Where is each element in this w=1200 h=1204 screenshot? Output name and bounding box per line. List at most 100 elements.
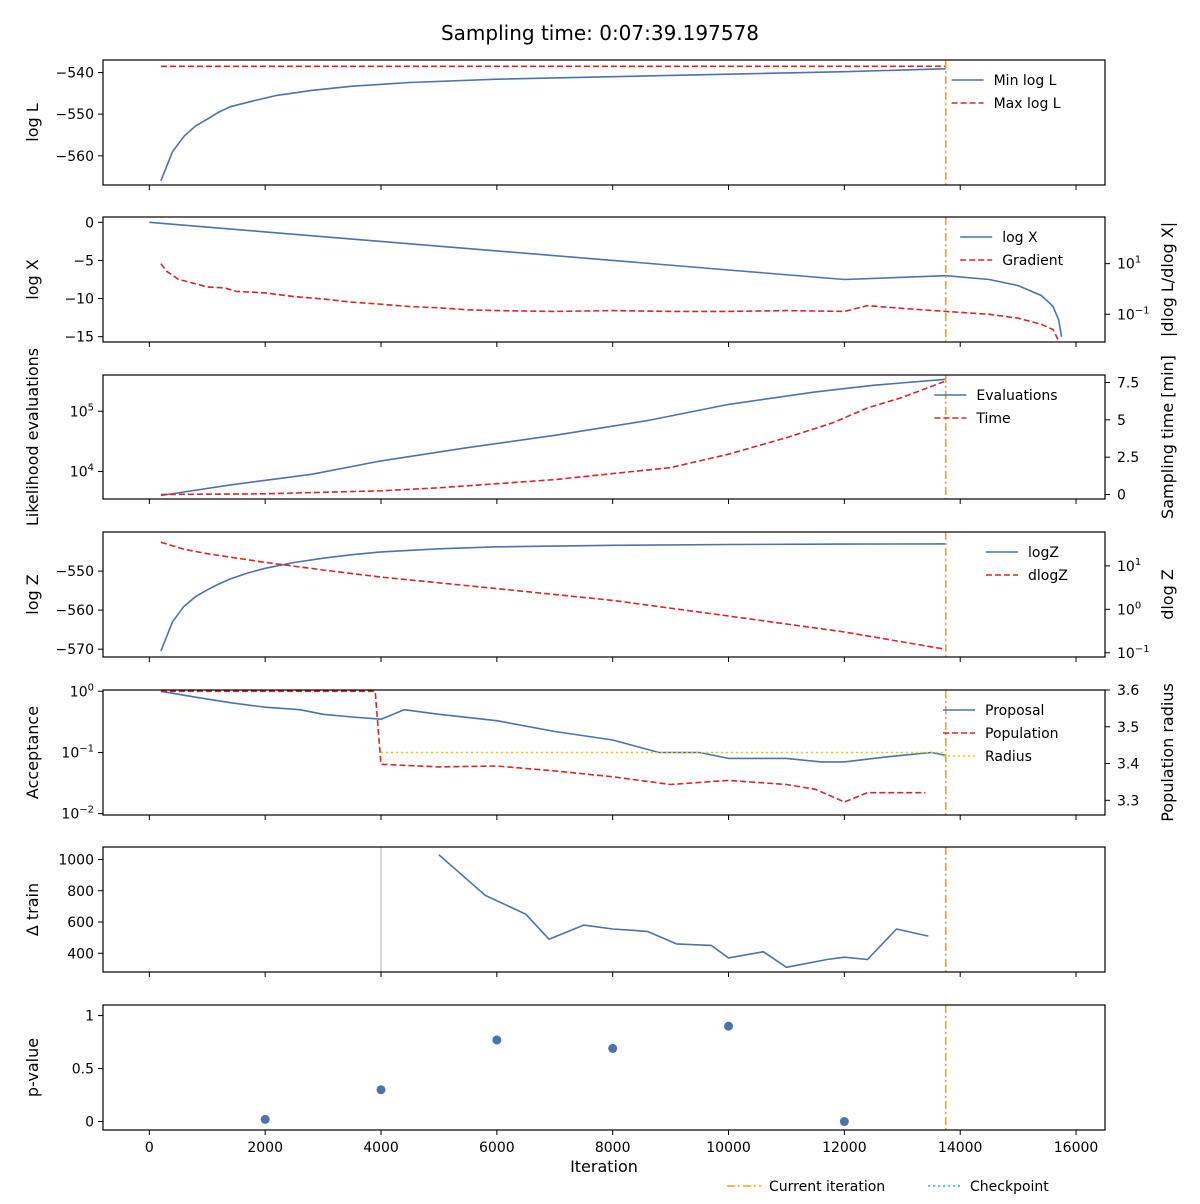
y2-tick-label: 101 <box>1117 255 1141 273</box>
y-tick-label: 600 <box>67 915 94 931</box>
y2-tick-label: 101 <box>1117 557 1141 575</box>
y2-tick-label: 10−1 <box>1117 305 1150 323</box>
y2-tick-label: 10−1 <box>1117 644 1150 662</box>
y-tick-label: 100 <box>70 682 94 700</box>
plot-area <box>380 847 947 972</box>
y2-tick-label: 0 <box>1117 488 1126 504</box>
panel-frame <box>102 1004 1106 1131</box>
y-axis-label: p-value <box>23 1038 42 1097</box>
data-point <box>492 1035 502 1045</box>
x-tick-label: 12000 <box>822 1140 867 1156</box>
y-axis-label: log X <box>23 259 42 299</box>
y-tick-label: −550 <box>56 107 94 123</box>
plot-area <box>160 690 947 815</box>
y2-tick-label: 2.5 <box>1117 450 1139 466</box>
x-axis-label: Iteration <box>570 1157 638 1176</box>
series-log-x <box>149 221 1063 337</box>
y-tick-label: 10−1 <box>61 743 94 761</box>
y2-axis-label: dlog Z <box>1158 569 1177 620</box>
panel-frame <box>102 689 1106 816</box>
legend-label-time: Time <box>975 411 1010 427</box>
y-tick-label: 0 <box>85 215 94 231</box>
panel-3: 104 105 0 2.5 5 7.5 Likelihood evaluations Samp… <box>23 348 1177 526</box>
y2-axis-label: Population radius <box>1158 683 1177 822</box>
panel-frame <box>102 59 1106 186</box>
x-tick-label: 6000 <box>479 1140 515 1156</box>
legend-label-log-x: log X <box>1002 230 1038 246</box>
legend-label-radius: Radius <box>985 749 1032 765</box>
y2-tick-label: 5 <box>1117 413 1126 429</box>
x-tick-label: 0 <box>145 1140 154 1156</box>
y2-axis-label: Sampling time [min] <box>1158 355 1177 519</box>
x-tick-label: 16000 <box>1054 1140 1099 1156</box>
y-tick-label: −5 <box>73 253 94 269</box>
series-dlogz <box>160 541 946 651</box>
y2-tick-label: 100 <box>1117 600 1141 618</box>
legend-current-iteration-label: Current iteration <box>769 1179 885 1195</box>
y-tick-label: −15 <box>64 330 94 346</box>
series-logz <box>160 543 946 652</box>
legend-checkpoint-label: Checkpoint <box>970 1179 1049 1195</box>
data-point <box>376 1085 386 1095</box>
series-evaluations <box>160 378 946 497</box>
global-legend: Current iteration Checkpoint <box>727 1179 1049 1195</box>
panel-5: 100 10−1 10−2 3.6 3.5 3.4 3.3 Acceptance Populat… <box>23 682 1177 822</box>
data-point <box>724 1021 734 1031</box>
panels: −540 −550 −560 log L Min log L Max log L 0 −5 −1… <box>23 59 1177 1176</box>
y-tick-label: −570 <box>56 642 94 658</box>
panel-6: 1000 800 600 400 Δ train <box>23 846 1106 977</box>
legend-label-min-log-l: Min log L <box>994 73 1057 89</box>
panel-4: −550 −560 −570 101 100 10−1 log Z dlog Z logZ dlo… <box>23 531 1177 662</box>
y2-axis-label: |dlog L/dlog X| <box>1158 222 1177 337</box>
y-tick-label: 400 <box>67 946 94 962</box>
x-tick-label: 2000 <box>247 1140 283 1156</box>
y2-tick-label: 3.6 <box>1117 683 1139 699</box>
panel-1: −540 −550 −560 log L Min log L Max log L <box>23 59 1106 190</box>
data-point <box>839 1117 849 1127</box>
y2-tick-label: 7.5 <box>1117 375 1139 391</box>
plot-area <box>160 532 947 657</box>
x-tick-label: 14000 <box>938 1140 983 1156</box>
y-axis-label: log L <box>23 103 42 141</box>
series-proposal <box>160 690 946 763</box>
y-tick-label: 104 <box>70 463 94 481</box>
y-tick-label: −540 <box>56 66 94 82</box>
series-time <box>160 380 946 496</box>
legend-label-evaluations: Evaluations <box>976 388 1057 404</box>
y2-tick-label: 3.5 <box>1117 720 1139 736</box>
figure-title: Sampling time: 0:07:39.197578 <box>441 21 759 45</box>
y-tick-label: 800 <box>67 884 94 900</box>
panel-frame <box>102 216 1106 343</box>
y-tick-label: 0.5 <box>72 1062 94 1078</box>
y-tick-label: −10 <box>64 292 94 308</box>
y-tick-label: −560 <box>56 603 94 619</box>
legend-label-gradient: Gradient <box>1002 253 1063 269</box>
series-population <box>160 690 926 803</box>
plot-area <box>160 60 947 185</box>
y-tick-label: −550 <box>56 564 94 580</box>
legend-label-dlogz: dlogZ <box>1028 568 1068 584</box>
x-tick-label: 4000 <box>363 1140 399 1156</box>
legend-label-max-log-l: Max log L <box>994 96 1061 112</box>
legend-label-proposal: Proposal <box>985 703 1044 719</box>
plot-area <box>149 217 1063 342</box>
y-tick-label: 1 <box>85 1009 94 1025</box>
panel-frame <box>102 374 1106 500</box>
y-axis-label: Δ train <box>23 883 42 936</box>
x-tick-label: 10000 <box>706 1140 751 1156</box>
panel-frame <box>102 531 1106 658</box>
y-axis-label: Likelihood evaluations <box>23 348 42 526</box>
y-axis-label: log Z <box>23 574 42 614</box>
legend-label-logz: logZ <box>1028 545 1059 561</box>
series-line <box>438 854 929 969</box>
y-tick-label: 10−2 <box>61 805 94 823</box>
data-point <box>260 1114 270 1124</box>
legend-label-population: Population <box>985 726 1059 742</box>
plot-area <box>260 1005 947 1130</box>
panel-frame <box>102 846 1106 973</box>
y2-tick-label: 3.3 <box>1117 793 1139 809</box>
plot-area <box>160 375 947 499</box>
y-tick-label: −560 <box>56 149 94 165</box>
series-min-log-l <box>160 68 946 182</box>
